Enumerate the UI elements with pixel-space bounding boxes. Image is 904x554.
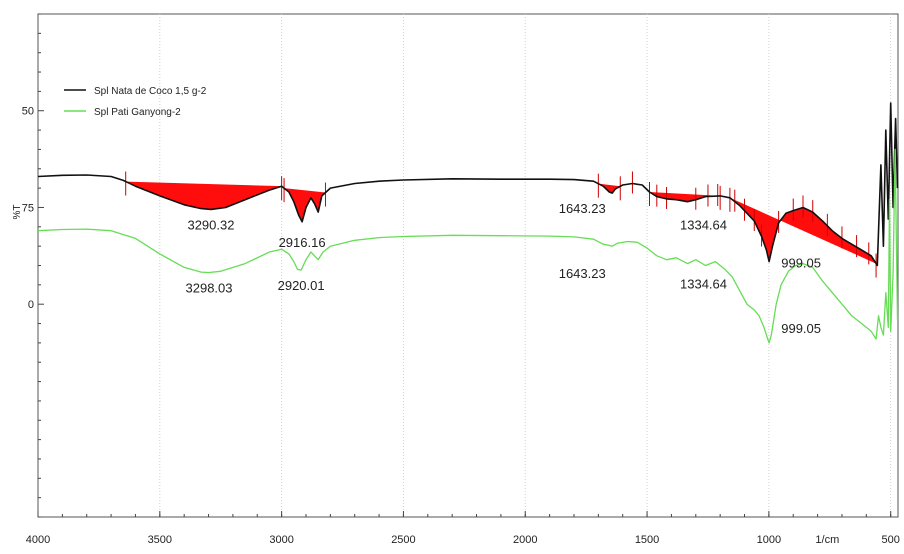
peak-area [649, 191, 721, 202]
x-tick-label: 3000 [269, 534, 293, 546]
x-tick-label: 1000 [757, 534, 781, 546]
x-tick-label: 1500 [635, 534, 659, 546]
peak-label: 999.05 [781, 256, 821, 271]
y-tick-label: 0 [28, 299, 34, 311]
peak-area [125, 181, 282, 210]
series-line-1 [37, 148, 899, 344]
y-tick-label: 75 [22, 202, 34, 214]
peak-label: 1643.23 [559, 266, 606, 281]
x-tick-label: 2500 [391, 534, 415, 546]
y-tick-label: 50 [22, 106, 34, 118]
x-tick-label: 2000 [513, 534, 537, 546]
peak-label: 2916.16 [279, 235, 326, 250]
x-unit-label: 1/cm [815, 534, 839, 546]
y-axis-label: %T [12, 205, 23, 220]
peak-label: 3298.03 [186, 280, 233, 295]
peak-label: 1334.64 [680, 277, 727, 292]
peak-label: 2920.01 [278, 278, 325, 293]
peak-area [729, 197, 877, 264]
x-tick-label: 3500 [148, 534, 172, 546]
x-tick-label: 4000 [26, 534, 50, 546]
x-tick-label: 500 [882, 534, 900, 546]
peak-label: 1334.64 [680, 218, 727, 233]
legend-label: Spl Nata de Coco 1,5 g-2 [94, 86, 207, 97]
legend-label: Spl Pati Ganyong-2 [94, 107, 181, 118]
peak-area [284, 188, 326, 222]
series-line-0 [37, 102, 899, 267]
peak-label: 3290.32 [187, 217, 234, 232]
peak-label: 1643.23 [559, 201, 606, 216]
peak-label: 999.05 [781, 321, 821, 336]
